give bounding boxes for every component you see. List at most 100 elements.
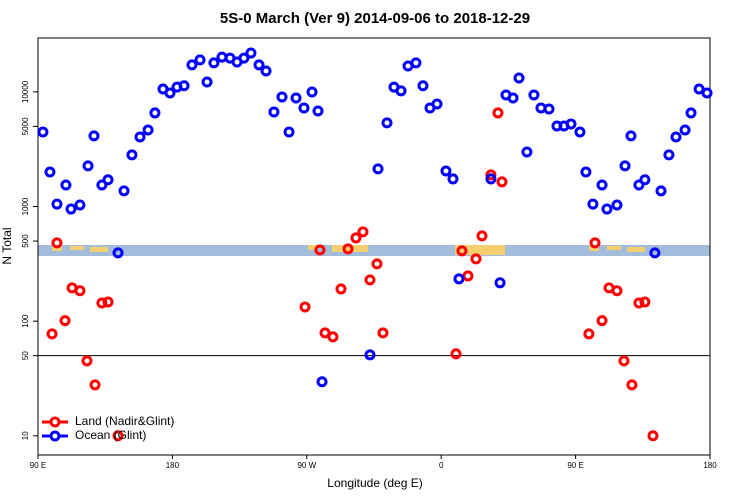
- point: [245, 47, 257, 59]
- point: [51, 237, 63, 249]
- legend-label: Land (Nadir&Glint): [75, 414, 174, 428]
- point: [456, 245, 468, 257]
- point: [51, 198, 63, 210]
- point: [306, 86, 318, 98]
- x-tick-label: 90 E: [567, 461, 583, 470]
- point: [601, 203, 613, 215]
- point: [462, 270, 474, 282]
- point: [693, 83, 705, 95]
- point: [283, 126, 295, 138]
- point: [507, 92, 519, 104]
- point: [118, 185, 130, 197]
- y-tick-label: 10000: [21, 80, 30, 103]
- point: [126, 149, 138, 161]
- legend-marker: [49, 416, 61, 428]
- point: [580, 166, 592, 178]
- point: [381, 117, 393, 129]
- point: [357, 226, 369, 238]
- point: [371, 258, 383, 270]
- point: [253, 59, 265, 71]
- point: [701, 87, 713, 99]
- point: [372, 163, 384, 175]
- legend-marker: [49, 430, 61, 442]
- point: [589, 237, 601, 249]
- point: [574, 126, 586, 138]
- point: [494, 277, 506, 289]
- point: [164, 87, 176, 99]
- point: [260, 65, 272, 77]
- point: [178, 80, 190, 92]
- point: [440, 165, 452, 177]
- point: [60, 179, 72, 191]
- point: [268, 106, 280, 118]
- point: [142, 124, 154, 136]
- point: [364, 274, 376, 286]
- point: [364, 349, 376, 361]
- point: [89, 379, 101, 391]
- point: [290, 92, 302, 104]
- legend-label: Ocean (Glint): [75, 428, 146, 442]
- x-tick-label: 90 W: [297, 461, 316, 470]
- point: [528, 89, 540, 101]
- point: [447, 173, 459, 185]
- point: [194, 54, 206, 66]
- point: [238, 52, 250, 64]
- point: [496, 176, 508, 188]
- point: [521, 146, 533, 158]
- point: [46, 328, 58, 340]
- point: [625, 130, 637, 142]
- point: [112, 430, 124, 442]
- point: [208, 57, 220, 69]
- point: [543, 103, 555, 115]
- point: [316, 376, 328, 388]
- point: [611, 199, 623, 211]
- y-tick-label: 1000: [21, 197, 30, 215]
- plot-frame: [37, 37, 711, 456]
- point: [453, 273, 465, 285]
- point: [112, 247, 124, 259]
- point: [44, 166, 56, 178]
- point: [492, 107, 504, 119]
- point: [312, 105, 324, 117]
- point: [565, 118, 577, 130]
- x-axis-label: Longitude (deg E): [327, 476, 422, 490]
- chart-title: 5S-0 March (Ver 9) 2014-09-06 to 2018-12…: [220, 10, 530, 27]
- point: [74, 285, 86, 297]
- point: [102, 174, 114, 186]
- y-tick-label: 5000: [21, 117, 30, 135]
- point: [377, 327, 389, 339]
- point: [102, 296, 114, 308]
- point: [82, 160, 94, 172]
- map-band: [38, 245, 710, 256]
- point: [276, 91, 288, 103]
- point: [685, 107, 697, 119]
- point: [485, 173, 497, 185]
- point: [298, 102, 310, 114]
- point: [319, 327, 331, 339]
- point: [410, 57, 422, 69]
- point: [96, 297, 108, 309]
- point: [618, 355, 630, 367]
- point: [649, 247, 661, 259]
- point: [485, 169, 497, 181]
- point: [134, 131, 146, 143]
- y-tick-label: 500: [21, 234, 30, 248]
- point: [65, 203, 77, 215]
- point: [37, 126, 49, 138]
- point: [186, 59, 198, 71]
- point: [679, 124, 691, 136]
- point: [88, 130, 100, 142]
- point: [626, 379, 638, 391]
- point: [639, 296, 651, 308]
- x-tick-label: 180: [703, 461, 717, 470]
- point: [342, 243, 354, 255]
- x-tick-label: 90 E: [30, 461, 46, 470]
- point: [395, 85, 407, 97]
- point: [450, 348, 462, 360]
- y-tick-label: 100: [21, 314, 30, 328]
- x-tick-label: 180: [166, 461, 180, 470]
- point: [149, 107, 161, 119]
- point: [619, 160, 631, 172]
- point: [59, 315, 71, 327]
- point: [431, 98, 443, 110]
